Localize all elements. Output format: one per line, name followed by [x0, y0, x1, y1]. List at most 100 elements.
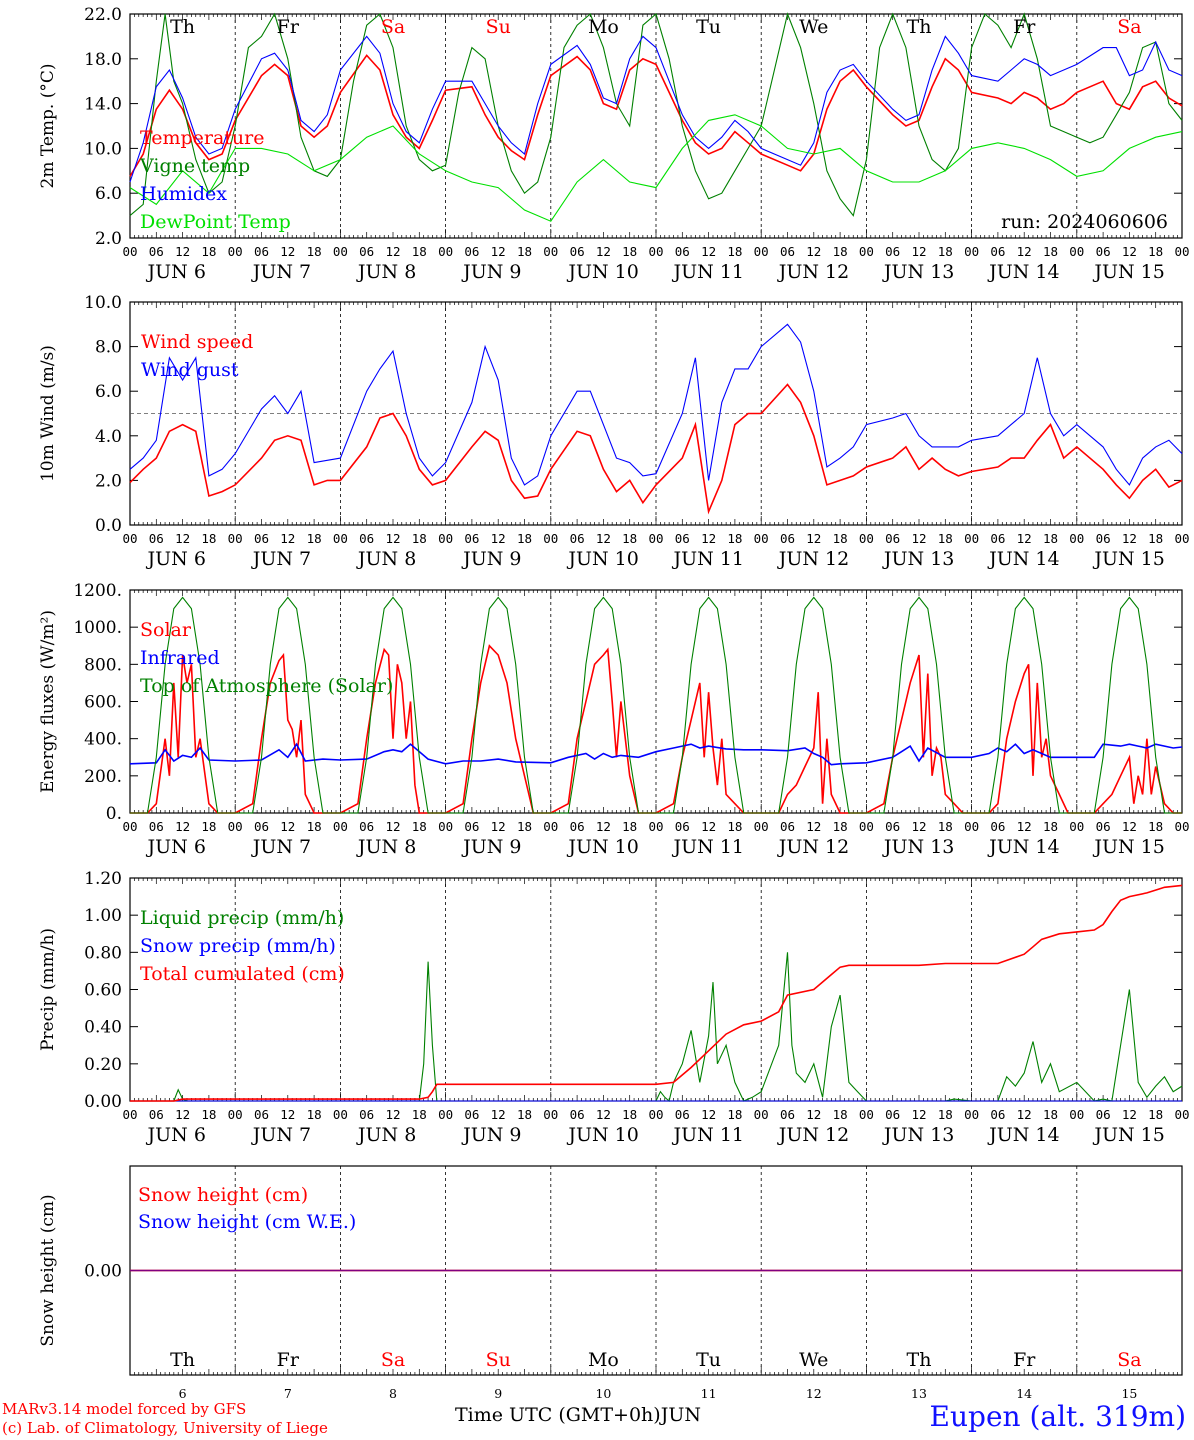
- precip-hour-label: 00: [754, 1107, 769, 1122]
- precip-hour-label: 12: [596, 1107, 611, 1122]
- wind-ytick-label: 6.0: [95, 382, 122, 402]
- energy-date-label: JUN 7: [251, 836, 311, 858]
- temperature-hour-label: 12: [596, 244, 611, 259]
- wind-hour-label: 12: [491, 531, 506, 546]
- precip-hour-label: 00: [333, 1107, 348, 1122]
- weekday-label-top: We: [799, 16, 828, 38]
- snow-ytick-label: 0.00: [84, 1262, 122, 1282]
- precip-hour-label: 18: [622, 1107, 637, 1122]
- wind-hour-label: 18: [412, 531, 427, 546]
- wind-ytick-label: 4.0: [95, 427, 122, 447]
- wind-hour-label: 12: [806, 531, 821, 546]
- temperature-hour-label: 12: [175, 244, 190, 259]
- temperature-hour-label: 18: [622, 244, 637, 259]
- temperature-legend-entry: Temperature: [140, 127, 264, 149]
- temperature-ytick-label: 10.0: [84, 139, 122, 159]
- temperature-ytick-label: 18.0: [84, 50, 122, 70]
- precip-hour-label: 12: [175, 1107, 190, 1122]
- temperature-hour-label: 00: [438, 244, 453, 259]
- x-axis-title-text: Time UTC (GMT+0h): [455, 1404, 661, 1426]
- snow-legend-entry: Snow height (cm W.E.): [138, 1211, 356, 1233]
- energy-date-label: JUN 15: [1092, 836, 1164, 858]
- energy-ylabel: Energy fluxes (W/m²): [38, 610, 58, 793]
- x-axis-month: JUN: [660, 1404, 701, 1426]
- energy-series-infrared: [129, 742, 1183, 766]
- temperature-hour-label: 00: [1174, 244, 1189, 259]
- weekday-label-bottom: Fr: [1013, 1349, 1036, 1371]
- temperature-hour-label: 06: [1096, 244, 1111, 259]
- weekday-label-top: Th: [170, 16, 195, 38]
- wind-date-label: JUN 6: [146, 548, 206, 570]
- energy-hour-label: 12: [1122, 819, 1137, 834]
- temperature-hour-label: 18: [727, 244, 742, 259]
- precip-hour-label: 12: [491, 1107, 506, 1122]
- temperature-ytick-label: 6.0: [95, 184, 122, 204]
- energy-hour-label: 00: [438, 819, 453, 834]
- temperature-hour-label: 12: [491, 244, 506, 259]
- temperature-legend-entry: Humidex: [140, 183, 227, 205]
- snow-legend-entry: Snow height (cm): [138, 1184, 308, 1206]
- energy-hour-label: 18: [1043, 819, 1058, 834]
- precip-hour-label: 06: [464, 1107, 479, 1122]
- wind-hour-label: 00: [228, 531, 243, 546]
- temperature-hour-label: 18: [201, 244, 216, 259]
- energy-hour-label: 18: [517, 819, 532, 834]
- weekday-label-bottom: We: [799, 1349, 828, 1371]
- temperature-legend-entry: Vigne temp: [139, 155, 250, 177]
- energy-hour-label: 00: [1174, 819, 1189, 834]
- energy-hour-label: 06: [359, 819, 374, 834]
- energy-legend-entry: Solar: [140, 619, 192, 641]
- energy-ytick-label: 0.: [106, 804, 122, 824]
- energy-ytick-label: 1000.: [73, 618, 122, 638]
- energy-hour-label: 12: [701, 819, 716, 834]
- weekday-label-top: Sa: [381, 16, 405, 38]
- day-number-label: 9: [494, 1386, 502, 1401]
- precip-hour-label: 18: [1043, 1107, 1058, 1122]
- energy-hour-label: 00: [648, 819, 663, 834]
- temperature-series-vigne-temp: [129, 12, 1183, 217]
- day-number-label: 11: [701, 1386, 717, 1401]
- precip-hour-label: 06: [254, 1107, 269, 1122]
- energy-ytick-label: 200.: [84, 767, 122, 787]
- temperature-date-label: JUN 14: [987, 261, 1059, 283]
- precip-hour-label: 06: [570, 1107, 585, 1122]
- wind-date-label: JUN 15: [1092, 548, 1164, 570]
- wind-series-wind-speed: [129, 383, 1183, 515]
- precip-hour-label: 06: [990, 1107, 1005, 1122]
- precip-date-label: JUN 11: [672, 1124, 744, 1146]
- precip-date-label: JUN 12: [777, 1124, 849, 1146]
- temperature-ytick-label: 2.0: [95, 229, 122, 249]
- precip-date-label: JUN 6: [146, 1124, 206, 1146]
- weekday-label-top: Sa: [1117, 16, 1141, 38]
- temperature-hour-label: 06: [885, 244, 900, 259]
- precip-hour-label: 00: [122, 1107, 137, 1122]
- wind-date-label: JUN 13: [882, 548, 954, 570]
- energy-ytick-label: 600.: [84, 693, 122, 713]
- temperature-hour-label: 00: [1069, 244, 1084, 259]
- weekday-label-bottom: Mo: [588, 1349, 619, 1371]
- temperature-hour-label: 12: [385, 244, 400, 259]
- wind-date-label: JUN 10: [566, 548, 638, 570]
- energy-hour-label: 18: [833, 819, 848, 834]
- weekday-label-bottom: Th: [907, 1349, 932, 1371]
- temperature-hour-label: 06: [464, 244, 479, 259]
- wind-legend-entry: Wind gust: [141, 359, 239, 381]
- precip-hour-label: 18: [412, 1107, 427, 1122]
- temperature-hour-label: 06: [570, 244, 585, 259]
- precip-hour-label: 12: [1122, 1107, 1137, 1122]
- energy-ytick-label: 800.: [84, 655, 122, 675]
- wind-hour-label: 18: [1043, 531, 1058, 546]
- energy-hour-label: 06: [1096, 819, 1111, 834]
- wind-hour-label: 18: [727, 531, 742, 546]
- wind-hour-label: 00: [964, 531, 979, 546]
- energy-hour-label: 06: [990, 819, 1005, 834]
- temperature-hour-label: 06: [675, 244, 690, 259]
- precip-legend-entry: Total cumulated (cm): [140, 963, 345, 985]
- precip-hour-label: 12: [280, 1107, 295, 1122]
- weekday-label-bottom: Sa: [1117, 1349, 1141, 1371]
- energy-hour-label: 06: [570, 819, 585, 834]
- x-axis-title: Time UTC (GMT+0h)JUN: [455, 1404, 701, 1426]
- temperature-date-label: JUN 12: [777, 261, 849, 283]
- day-number-label: 12: [806, 1386, 822, 1401]
- wind-ylabel: 10m Wind (m/s): [38, 345, 58, 482]
